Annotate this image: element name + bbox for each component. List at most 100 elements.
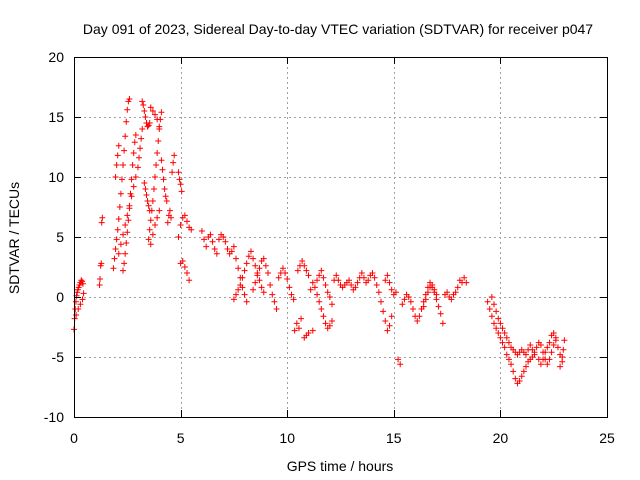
data-point-marker [452,289,459,296]
data-point-marker [433,291,440,298]
data-point-marker [358,270,365,276]
data-point-marker [198,228,205,234]
data-point-marker [145,236,152,243]
data-point-marker [328,318,335,324]
data-point-marker [309,327,316,334]
data-point-marker [132,174,139,180]
data-point-marker [544,361,551,368]
data-point-marker [144,198,151,204]
data-point-marker [501,344,508,351]
data-point-marker [314,277,321,284]
data-point-marker [497,334,504,341]
data-point-marker [318,267,325,274]
data-point-marker [145,202,152,209]
data-point-marker [149,231,156,238]
data-point-marker [150,186,157,192]
data-point-marker [79,280,86,287]
data-point-marker [233,255,240,262]
data-point-marker [121,147,128,154]
data-point-marker [175,234,182,240]
data-point-marker [203,243,210,250]
data-point-marker [420,303,427,310]
data-point-marker [153,162,160,168]
data-point-marker [384,327,391,334]
data-point-marker [129,162,136,168]
data-point-marker [186,277,193,284]
x-tick-label: 15 [386,430,402,446]
data-point-marker [124,229,131,236]
data-point-marker [163,198,170,204]
y-tick-label: 0 [56,289,64,305]
data-point-marker [512,375,519,382]
data-point-marker [505,339,512,346]
data-point-marker [552,337,559,344]
data-point-marker [365,277,372,284]
data-point-marker [401,296,408,303]
data-point-marker [386,279,393,286]
data-point-marker [322,320,329,327]
data-point-marker [322,282,329,288]
data-point-marker [527,342,534,348]
data-point-marker [298,315,305,322]
data-point-marker [320,274,327,281]
data-point-marker [178,188,185,195]
data-point-marker [282,270,289,276]
data-point-marker [235,265,242,272]
data-point-marker [522,351,529,358]
data-point-marker [333,272,340,279]
data-point-marker [508,361,515,368]
data-point-marker [407,298,414,305]
data-point-marker [295,325,302,332]
data-point-marker [239,274,246,281]
data-point-marker [346,277,353,284]
data-point-marker [371,274,378,281]
data-point-marker [207,231,214,238]
data-point-marker [373,282,380,288]
data-point-marker [79,296,86,303]
data-point-marker [254,272,261,279]
data-point-marker [416,313,423,320]
data-point-marker [531,349,538,356]
data-point-marker [162,193,169,200]
data-point-marker [148,207,155,214]
data-point-marker [147,241,154,248]
data-point-marker [131,139,138,146]
data-point-marker [429,282,436,288]
data-point-marker [130,183,137,190]
y-tick-label: -5 [52,349,65,365]
data-point-marker [397,361,404,368]
chart-title: Day 091 of 2023, Sidereal Day-to-day VTE… [83,21,593,37]
data-point-marker [237,282,244,288]
data-point-marker [560,346,567,353]
data-point-marker [141,108,148,114]
data-point-marker [265,270,272,276]
data-point-marker [224,246,231,252]
data-point-marker [138,135,145,142]
data-point-marker [335,277,342,284]
data-point-marker [378,298,385,305]
data-point-marker [230,243,237,250]
data-point-marker [503,334,510,341]
data-point-marker [384,272,391,279]
data-point-marker [533,344,540,351]
data-point-marker [75,306,82,312]
data-point-marker [114,226,121,233]
data-point-marker [544,344,551,351]
data-point-marker [546,356,553,363]
data-point-marker [444,289,451,296]
data-point-marker [497,320,504,327]
data-point-marker [139,126,146,132]
y-tick-label: 15 [48,109,64,125]
data-point-marker [146,226,153,233]
data-point-marker [97,276,104,282]
data-point-marker [140,102,147,108]
data-point-marker [164,219,171,226]
data-point-marker [505,356,512,363]
data-point-marker [134,164,141,171]
data-point-marker [115,142,122,149]
data-point-marker [448,296,455,303]
data-point-marker [260,289,267,296]
x-axis-label: GPS time / hours [287,458,394,474]
data-point-marker [252,262,259,269]
data-point-marker [112,174,119,180]
